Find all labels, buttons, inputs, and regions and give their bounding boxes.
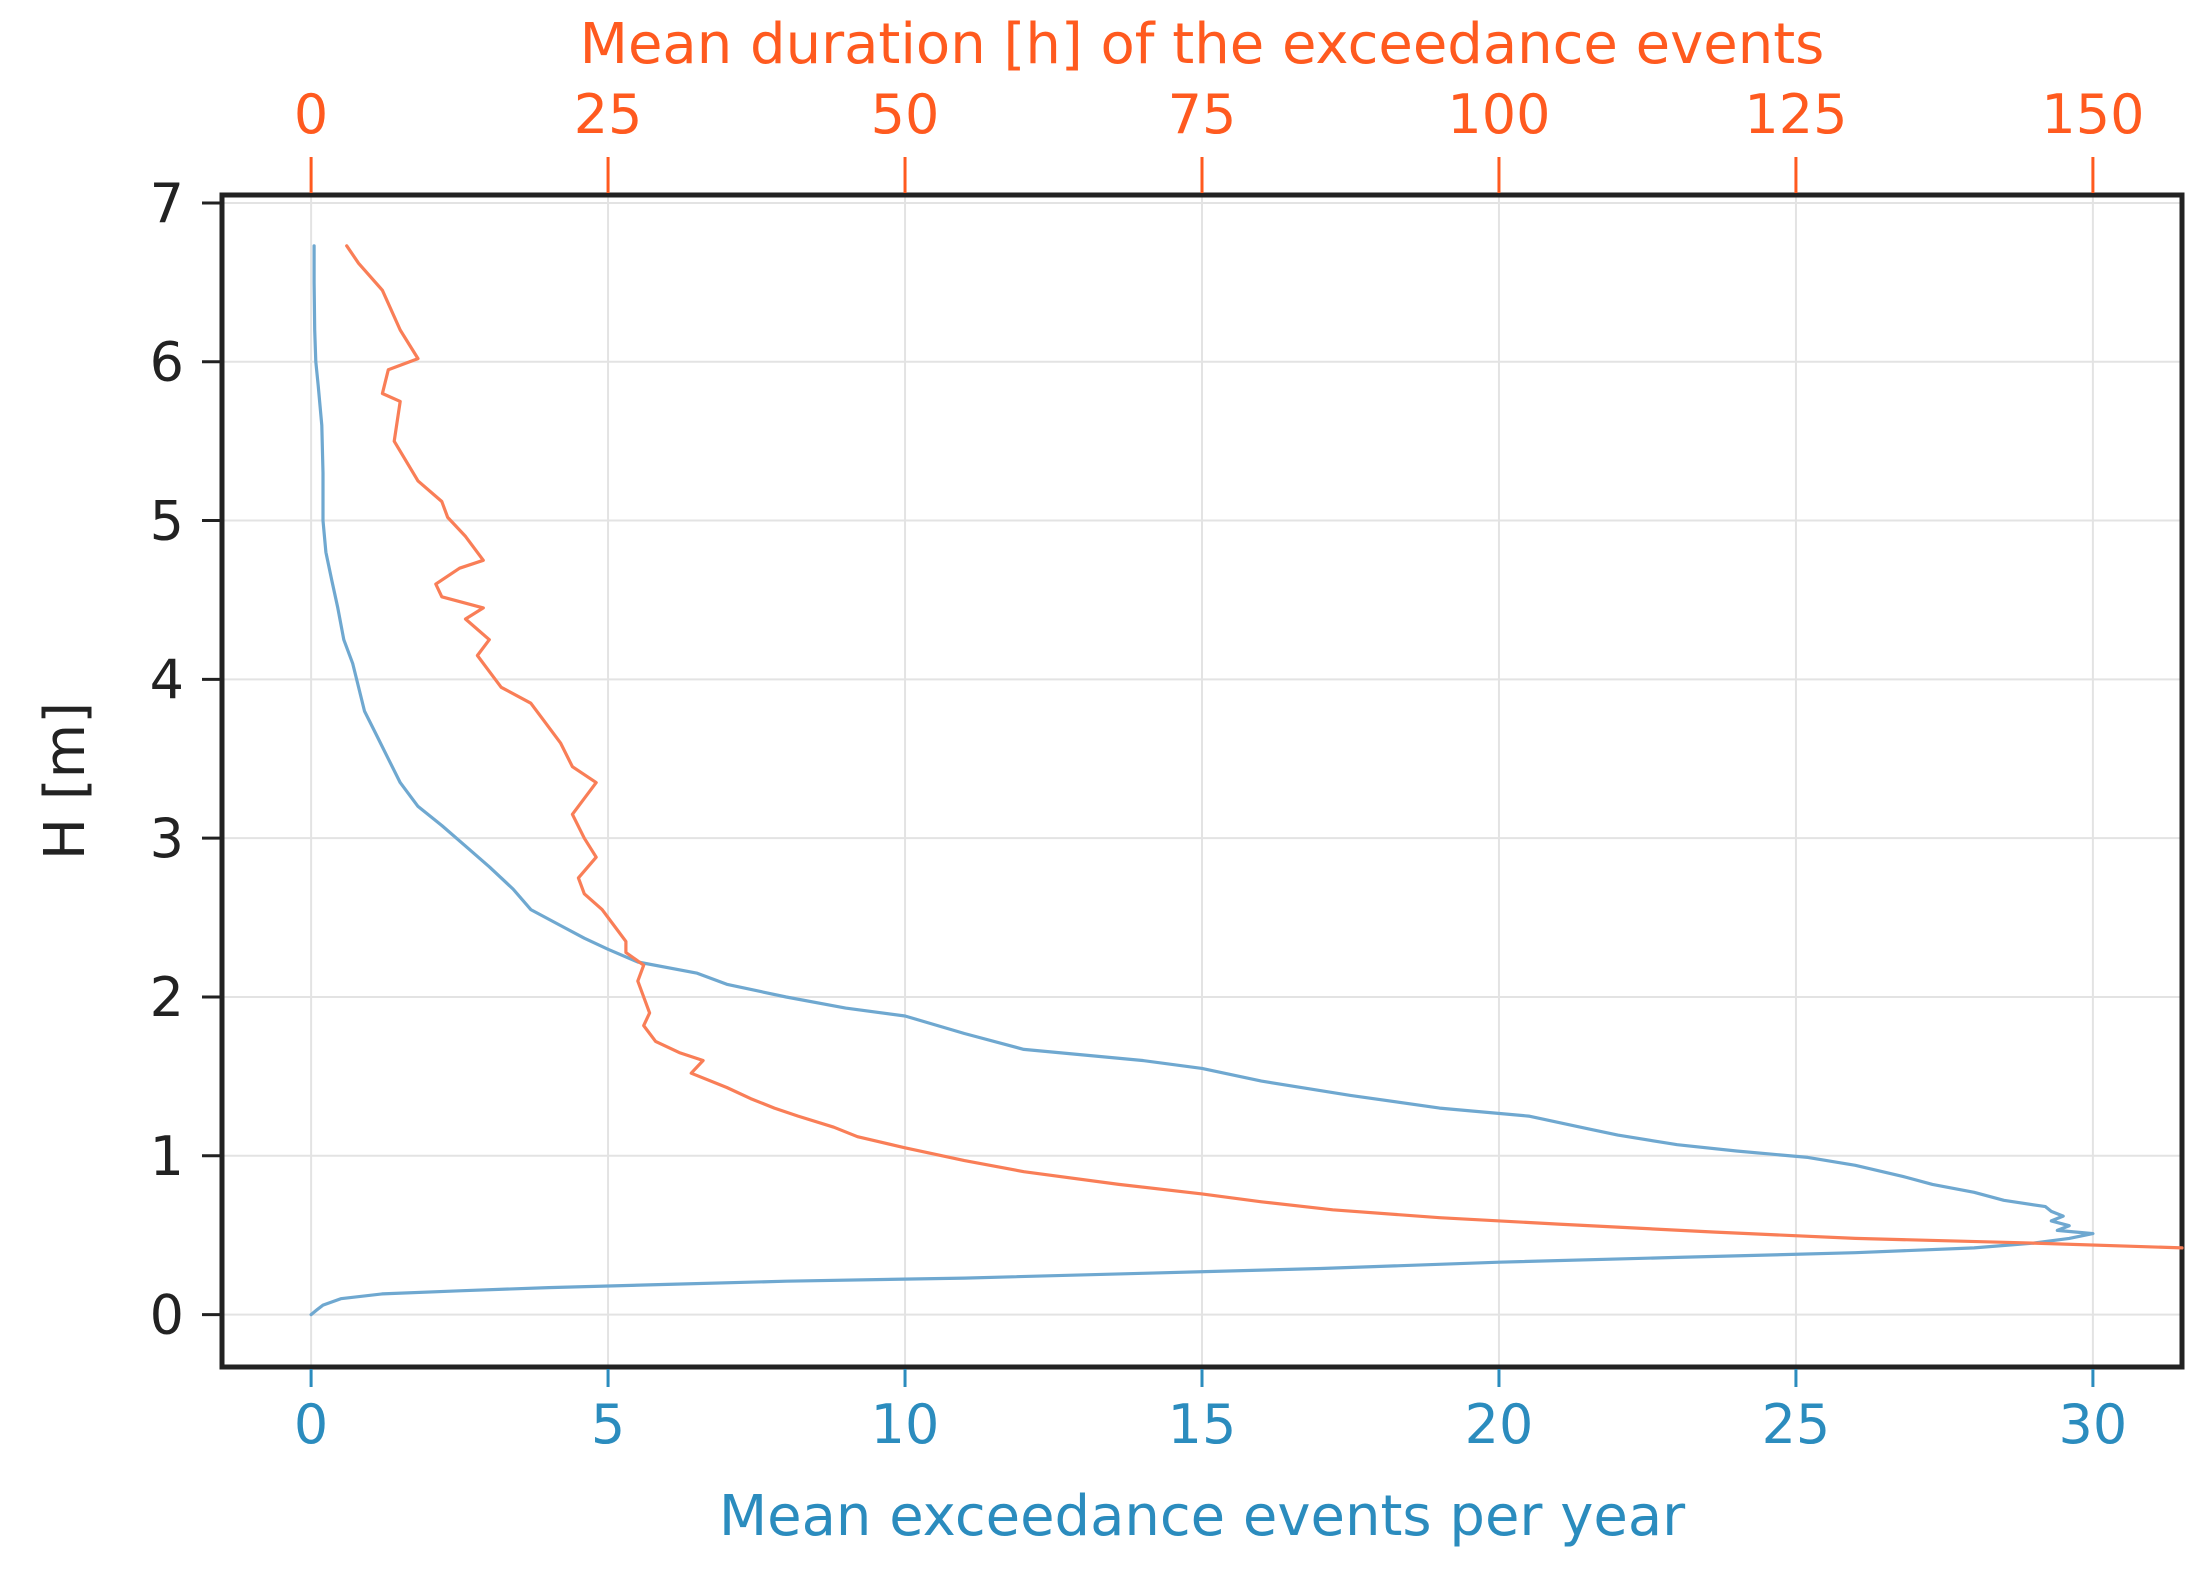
top-tick-label-5: 125 — [1744, 83, 1847, 146]
plot-frame — [219, 192, 2185, 1370]
y-tick-label-0: 0 — [150, 1284, 184, 1347]
bottom-tick-label-4: 20 — [1465, 1393, 1534, 1456]
y-tick-label-7: 7 — [150, 172, 184, 235]
bottom-axis-label: Mean exceedance events per year — [719, 1484, 1686, 1549]
y-tick-label-6: 6 — [150, 331, 184, 394]
series-line-mean-exceedance-events — [309, 244, 2095, 1317]
bottom-tick-label-1: 5 — [591, 1393, 625, 1456]
y-tick-label-4: 4 — [150, 648, 184, 711]
bottom-tick-label-2: 10 — [871, 1393, 940, 1456]
top-tick-label-0: 0 — [294, 83, 328, 146]
bottom-tick-label-0: 0 — [294, 1393, 328, 1456]
top-tick-label-1: 25 — [574, 83, 643, 146]
y-tick-label-1: 1 — [150, 1125, 184, 1188]
top-tick-label-2: 50 — [871, 83, 940, 146]
y-tick-label-5: 5 — [150, 490, 184, 553]
top-tick-label-6: 150 — [2041, 83, 2144, 146]
series-line-mean-duration — [345, 244, 2184, 1250]
top-tick-label-4: 100 — [1447, 83, 1550, 146]
bottom-tick-label-5: 25 — [1762, 1393, 1831, 1456]
axis-ticks: 0 5 10 15 20 25 30 0 25 50 75 100 125 150 0 1 2 3 4 5 6 7 — [150, 83, 2145, 1456]
top-tick-label-3: 75 — [1168, 83, 1237, 146]
y-axis-label: H [m] — [33, 702, 98, 860]
y-tick-label-2: 2 — [150, 966, 184, 1029]
y-tick-label-3: 3 — [150, 807, 184, 870]
bottom-tick-label-6: 30 — [2059, 1393, 2128, 1456]
series-lines — [309, 244, 2184, 1317]
top-axis-label: Mean duration [h] of the exceedance even… — [580, 12, 1825, 77]
bottom-tick-label-3: 15 — [1168, 1393, 1237, 1456]
grid-lines — [222, 195, 2182, 1367]
